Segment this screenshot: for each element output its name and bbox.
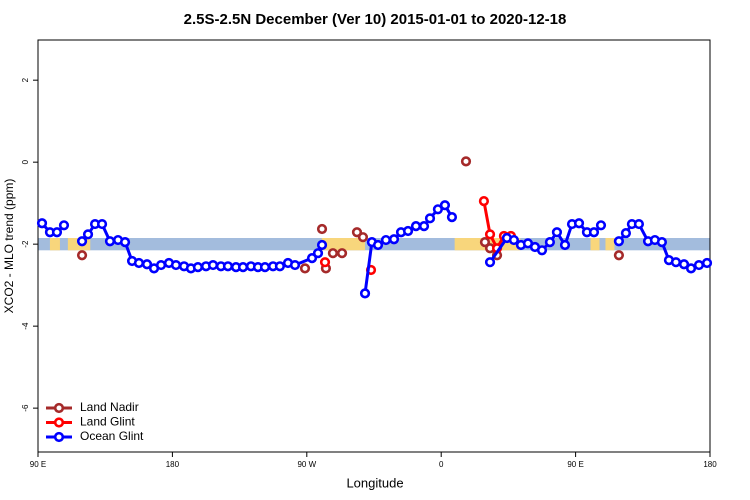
data-point xyxy=(312,248,324,259)
x-tick-label: 180 xyxy=(166,460,180,469)
data-point xyxy=(424,213,436,224)
y-axis-label: XCO2 - MLO trend (ppm) xyxy=(2,179,16,314)
x-axis-label: Longitude xyxy=(346,475,403,490)
data-point xyxy=(222,261,234,272)
data-point xyxy=(573,218,585,229)
chart-title: 2.5S-2.5N December (Ver 10) 2015-01-01 t… xyxy=(184,11,567,28)
data-point xyxy=(410,221,422,232)
data-point xyxy=(259,262,271,273)
data-point xyxy=(595,220,607,231)
data-point xyxy=(670,257,682,268)
data-point xyxy=(237,262,249,273)
data-point xyxy=(388,234,400,245)
data-point xyxy=(289,259,301,271)
land-range xyxy=(590,238,600,251)
data-point xyxy=(155,259,167,271)
x-tick-label: 0 xyxy=(439,460,444,469)
data-point xyxy=(104,236,116,247)
data-point xyxy=(336,248,348,259)
legend-label: Ocean Glint xyxy=(80,429,144,443)
x-tick-label: 90 E xyxy=(567,460,583,469)
data-point xyxy=(359,288,371,299)
data-point xyxy=(316,239,328,251)
data-point xyxy=(460,156,472,167)
data-point xyxy=(76,236,88,247)
data-point xyxy=(678,259,690,270)
data-point xyxy=(319,257,331,268)
data-point xyxy=(36,218,48,229)
data-point xyxy=(316,223,328,235)
data-point xyxy=(544,237,556,248)
data-point xyxy=(588,227,600,238)
data-point xyxy=(82,229,94,240)
data-point xyxy=(478,196,490,207)
data-point xyxy=(372,239,384,251)
y-tick-label: -2 xyxy=(21,240,30,248)
data-point xyxy=(357,232,369,243)
data-point xyxy=(508,234,520,246)
data-point xyxy=(536,245,548,256)
legend-label: Land Glint xyxy=(80,415,135,429)
data-point xyxy=(479,237,491,248)
data-point xyxy=(613,250,625,261)
y-tick-label: 2 xyxy=(21,77,30,82)
data-point xyxy=(51,227,63,238)
x-tick-label: 180 xyxy=(703,460,717,469)
legend-label: Land Nadir xyxy=(80,400,139,414)
data-point xyxy=(141,259,153,270)
data-point xyxy=(439,200,451,211)
x-tick-label: 90 W xyxy=(297,460,316,469)
data-point xyxy=(207,259,219,271)
data-point xyxy=(327,248,339,259)
data-point xyxy=(432,204,444,215)
data-point xyxy=(133,257,145,269)
land-range xyxy=(321,238,366,251)
data-point xyxy=(119,237,131,248)
data-point xyxy=(685,263,697,274)
data-point xyxy=(613,236,625,247)
data-point xyxy=(633,218,645,230)
data-point xyxy=(170,259,182,271)
data-point xyxy=(402,225,414,237)
data-point xyxy=(58,220,70,231)
data-point xyxy=(96,218,108,230)
data-point xyxy=(693,259,705,271)
y-tick-label: 0 xyxy=(21,159,30,164)
data-point xyxy=(484,229,496,240)
data-point xyxy=(701,257,713,269)
data-point xyxy=(551,227,563,238)
y-tick-label: -6 xyxy=(21,404,30,412)
legend-marker xyxy=(53,431,65,443)
data-point xyxy=(559,239,571,251)
data-point xyxy=(274,261,286,272)
data-point xyxy=(76,250,88,261)
legend-marker xyxy=(53,402,65,414)
data-point xyxy=(484,257,496,268)
data-point xyxy=(446,211,458,223)
data-point xyxy=(380,234,392,246)
legend-marker xyxy=(53,417,65,428)
x-tick-label: 90 E xyxy=(30,460,46,469)
data-point xyxy=(620,227,632,239)
y-tick-label: -4 xyxy=(21,322,30,330)
data-point xyxy=(192,262,204,273)
plot-frame xyxy=(37,39,711,453)
data-point xyxy=(299,263,311,274)
data-point xyxy=(656,237,668,248)
land-range xyxy=(605,238,615,251)
land-range xyxy=(49,238,60,251)
data-point xyxy=(418,221,430,232)
